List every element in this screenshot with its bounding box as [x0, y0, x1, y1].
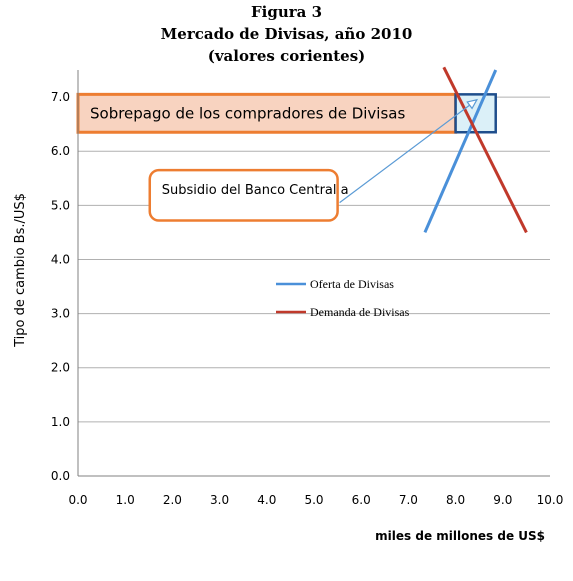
annotation-subsidio-text: Subsidio del Banco Central a	[162, 183, 349, 198]
y-tick-label: 6.0	[51, 144, 70, 158]
x-tick-label: 1.0	[116, 493, 135, 507]
axes	[77, 70, 550, 477]
annotation-subsidio-box	[148, 168, 339, 222]
annotation-sobrepago-text: Sobrepago de los compradores de Divisas	[90, 104, 405, 122]
y-tick-label: 7.0	[51, 90, 70, 104]
x-tick-label: 7.0	[399, 493, 418, 507]
x-tick-label: 6.0	[352, 493, 371, 507]
x-tick-label: 9.0	[493, 493, 512, 507]
x-tick-label: 3.0	[210, 493, 229, 507]
x-tick-label: 2.0	[163, 493, 182, 507]
x-tick-label: 8.0	[446, 493, 465, 507]
x-tick-label: 0.0	[68, 493, 87, 507]
figure-label: Figura 3	[250, 3, 323, 21]
series-line-1	[442, 66, 528, 234]
legend-entry: Oferta de Divisas	[310, 277, 394, 291]
x-tick-label: 5.0	[304, 493, 323, 507]
x-tick-label: 10.0	[537, 493, 564, 507]
y-axis-label: Tipo de cambio Bs./US$	[13, 193, 28, 348]
plot-area: Sobrepago de los compradores de Divisas S…	[76, 66, 528, 234]
x-tick-labels: 0.0 1.0 2.0 3.0 4.0 5.0 6.0 7.0 8.0 9.0 10.0	[68, 493, 563, 507]
y-tick-label: 4.0	[51, 252, 70, 266]
x-tick-label: 4.0	[257, 493, 276, 507]
y-tick-labels: 0.0 1.0 2.0 3.0 4.0 5.0 6.0 7.0	[51, 90, 70, 483]
annotation-arrowhead	[466, 98, 479, 110]
legend: Oferta de Divisas Demanda de Divisas	[276, 277, 410, 319]
chart-subtitle: (valores corientes)	[207, 47, 366, 65]
series-line-0	[423, 69, 498, 233]
chart-title: Mercado de Divisas, año 2010	[160, 25, 413, 43]
legend-entry: Demanda de Divisas	[310, 305, 410, 319]
annotation-sobrepago-box	[76, 92, 458, 134]
y-tick-label: 3.0	[51, 307, 70, 321]
annotation-arrow	[339, 99, 478, 204]
y-tick-label: 2.0	[51, 361, 70, 375]
x-axis-label: miles de millones de US$	[375, 529, 545, 543]
y-tick-label: 5.0	[51, 198, 70, 212]
y-tick-label: 1.0	[51, 415, 70, 429]
y-tick-label: 0.0	[51, 469, 70, 483]
gridlines	[78, 96, 550, 423]
